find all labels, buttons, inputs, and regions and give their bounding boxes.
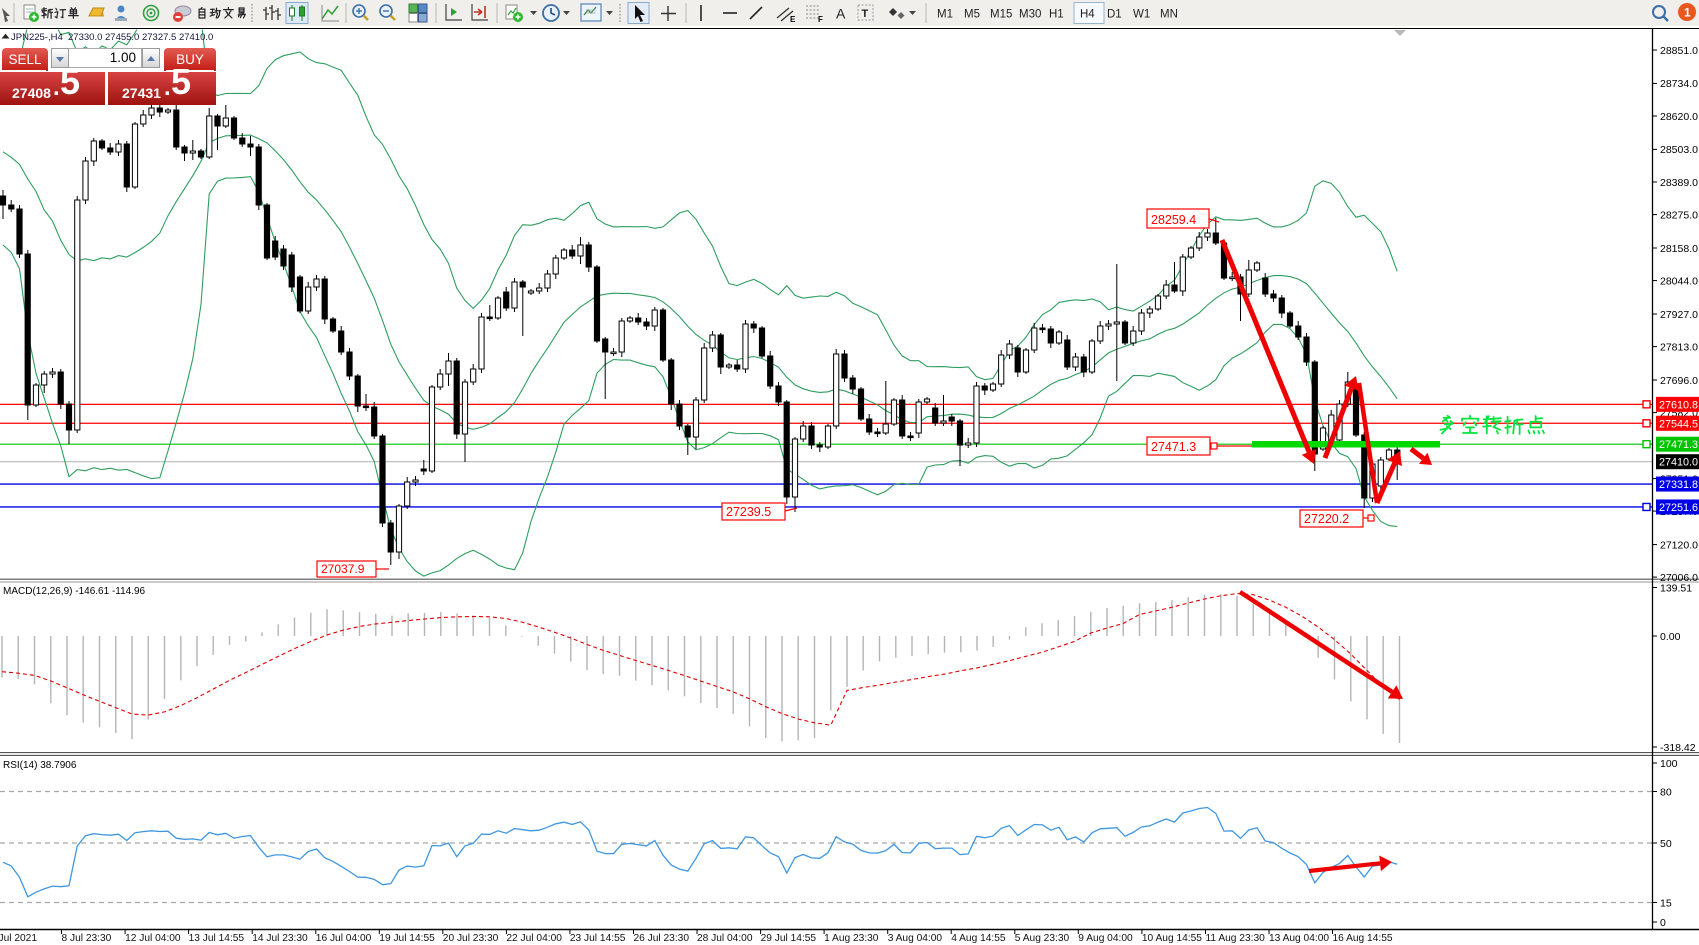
svg-text:28734.0: 28734.0 (1660, 78, 1698, 90)
svg-text:80: 80 (1660, 786, 1672, 798)
svg-text:-318.42: -318.42 (1660, 742, 1696, 754)
svg-text:T: T (862, 8, 869, 20)
svg-text:14 Jul 23:30: 14 Jul 23:30 (252, 933, 308, 944)
svg-text:19 Jul 14:55: 19 Jul 14:55 (379, 933, 435, 944)
svg-text:3 Aug 04:00: 3 Aug 04:00 (888, 933, 943, 944)
svg-text:28158.0: 28158.0 (1660, 243, 1698, 255)
svg-text:100: 100 (1660, 758, 1678, 770)
svg-text:0.00: 0.00 (1660, 631, 1681, 643)
svg-text:H1: H1 (1049, 9, 1064, 21)
svg-text:JPN225-,H4 27330.0 27455.0 27: JPN225-,H4 27330.0 27455.0 27327.5 27410… (11, 32, 213, 43)
svg-text:28275.0: 28275.0 (1660, 209, 1698, 221)
svg-text:27696.0: 27696.0 (1660, 375, 1698, 387)
svg-text:27471.3: 27471.3 (1151, 440, 1196, 454)
svg-text:A: A (836, 6, 846, 22)
svg-text:5 Jul 2021: 5 Jul 2021 (0, 933, 37, 944)
svg-text:28503.0: 28503.0 (1660, 144, 1698, 156)
svg-text:22 Jul 04:00: 22 Jul 04:00 (506, 933, 562, 944)
svg-text:13 Jul 14:55: 13 Jul 14:55 (189, 933, 245, 944)
svg-text:8 Jul 23:30: 8 Jul 23:30 (62, 933, 112, 944)
svg-text:13 Aug 04:00: 13 Aug 04:00 (1269, 933, 1329, 944)
svg-text:29 Jul 14:55: 29 Jul 14:55 (761, 933, 817, 944)
svg-text:16 Aug 14:55: 16 Aug 14:55 (1333, 933, 1393, 944)
svg-text:27120.0: 27120.0 (1660, 539, 1698, 551)
svg-text:27251.6: 27251.6 (1659, 502, 1698, 514)
svg-text:20 Jul 23:30: 20 Jul 23:30 (443, 933, 499, 944)
svg-text:1: 1 (1684, 6, 1691, 20)
svg-text:W1: W1 (1133, 9, 1150, 21)
svg-text:F: F (818, 15, 823, 24)
svg-text:M30: M30 (1019, 9, 1041, 21)
svg-text:10 Aug 14:55: 10 Aug 14:55 (1142, 933, 1202, 944)
svg-text:D1: D1 (1107, 9, 1122, 21)
svg-text:139.51: 139.51 (1660, 582, 1692, 594)
svg-text:27410.0: 27410.0 (1659, 457, 1698, 469)
svg-text:27813.0: 27813.0 (1660, 341, 1698, 353)
svg-text:27471.3: 27471.3 (1659, 439, 1698, 451)
svg-text:12 Jul 04:00: 12 Jul 04:00 (125, 933, 181, 944)
svg-text:9 Aug 04:00: 9 Aug 04:00 (1078, 933, 1133, 944)
svg-text:M5: M5 (964, 9, 980, 21)
svg-text:28389.0: 28389.0 (1660, 177, 1698, 189)
svg-text:0: 0 (1660, 917, 1666, 929)
svg-text:RSI(14) 38.7906: RSI(14) 38.7906 (3, 760, 77, 771)
svg-text:27610.8: 27610.8 (1659, 399, 1698, 411)
svg-text:16 Jul 04:00: 16 Jul 04:00 (316, 933, 372, 944)
svg-text:28044.0: 28044.0 (1660, 275, 1698, 287)
svg-text:26 Jul 23:30: 26 Jul 23:30 (634, 933, 690, 944)
svg-text:M1: M1 (937, 9, 953, 21)
svg-text:28 Jul 04:00: 28 Jul 04:00 (697, 933, 753, 944)
svg-text:27544.5: 27544.5 (1659, 418, 1698, 430)
svg-text:15: 15 (1660, 897, 1672, 909)
svg-text:5 Aug 23:30: 5 Aug 23:30 (1015, 933, 1070, 944)
svg-text:11 Aug 23:30: 11 Aug 23:30 (1206, 933, 1266, 944)
svg-text:1 Aug 23:30: 1 Aug 23:30 (824, 933, 879, 944)
svg-text:27927.0: 27927.0 (1660, 309, 1698, 321)
svg-text:MACD(12,26,9) -146.61 -114.96: MACD(12,26,9) -146.61 -114.96 (3, 586, 146, 597)
svg-text:28851.0: 28851.0 (1660, 45, 1698, 57)
svg-text:27220.2: 27220.2 (1304, 512, 1349, 526)
svg-text:M15: M15 (990, 9, 1012, 21)
svg-text:E: E (790, 15, 796, 24)
svg-text:23 Jul 14:55: 23 Jul 14:55 (570, 933, 626, 944)
svg-text:H4: H4 (1080, 9, 1095, 21)
svg-text:4 Aug 14:55: 4 Aug 14:55 (951, 933, 1006, 944)
svg-text:28259.4: 28259.4 (1151, 213, 1196, 227)
svg-text:27239.5: 27239.5 (726, 505, 771, 519)
svg-text:28620.0: 28620.0 (1660, 111, 1698, 123)
svg-text:50: 50 (1660, 838, 1672, 850)
svg-text:27331.8: 27331.8 (1659, 479, 1698, 491)
svg-text:27037.9: 27037.9 (321, 562, 365, 576)
svg-text:MN: MN (1160, 9, 1178, 21)
svg-text:27006.0: 27006.0 (1660, 572, 1698, 584)
